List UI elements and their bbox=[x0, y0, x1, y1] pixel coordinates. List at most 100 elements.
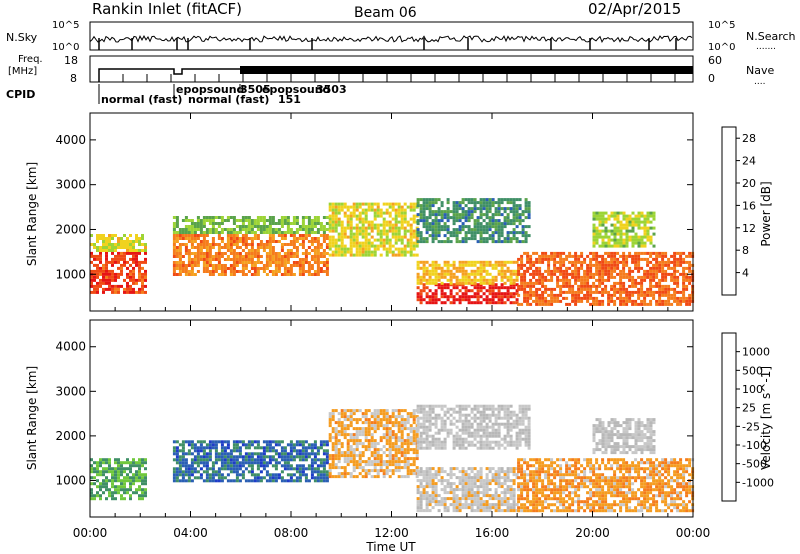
echo-cell bbox=[181, 449, 185, 453]
echo-cell bbox=[376, 463, 380, 467]
echo-cell bbox=[425, 500, 429, 504]
echo-cell bbox=[340, 454, 344, 458]
echo-cell bbox=[265, 243, 269, 246]
echo-cell bbox=[500, 286, 504, 290]
echo-cell bbox=[337, 208, 341, 212]
echo-cell bbox=[416, 479, 420, 483]
echo-cell bbox=[253, 458, 257, 462]
echo-cell bbox=[111, 257, 114, 261]
echo-cell bbox=[464, 286, 468, 290]
echo-cell bbox=[337, 220, 341, 224]
echo-cell bbox=[455, 467, 459, 471]
echo-cell bbox=[325, 270, 329, 273]
echo-cell bbox=[643, 232, 647, 236]
echo-cell bbox=[367, 457, 371, 461]
echo-cell bbox=[622, 257, 626, 261]
echo-cell bbox=[196, 216, 200, 219]
echo-cell bbox=[422, 422, 426, 426]
echo-cell bbox=[416, 213, 420, 217]
echo-cell bbox=[406, 433, 410, 437]
echo-cell bbox=[123, 257, 126, 261]
echo-cell bbox=[446, 286, 450, 290]
echo-cell bbox=[385, 241, 389, 245]
echo-cell bbox=[184, 225, 188, 228]
echo-cell bbox=[132, 278, 135, 282]
echo-cell bbox=[283, 446, 287, 450]
echo-cell bbox=[253, 473, 257, 477]
echo-cell bbox=[253, 264, 257, 267]
echo-cell bbox=[619, 254, 623, 258]
echo-cell bbox=[343, 430, 347, 434]
echo-cell bbox=[250, 219, 254, 222]
echo-cell bbox=[406, 445, 410, 449]
echo-cell bbox=[319, 252, 323, 255]
echo-cell bbox=[271, 228, 275, 231]
echo-cell bbox=[497, 272, 501, 276]
echo-cell bbox=[446, 416, 450, 420]
echo-cell bbox=[211, 476, 215, 480]
echo-cell bbox=[535, 278, 539, 282]
echo-cell bbox=[114, 491, 117, 495]
echo-cell bbox=[214, 458, 218, 462]
echo-cell bbox=[458, 228, 462, 232]
echo-cell bbox=[90, 464, 93, 468]
echo-cell bbox=[622, 211, 626, 215]
echo-cell bbox=[286, 249, 290, 252]
echo-cell bbox=[497, 289, 501, 293]
echo-cell bbox=[376, 247, 380, 251]
echo-cell bbox=[211, 446, 215, 450]
echo-cell bbox=[607, 266, 611, 270]
echo-cell bbox=[431, 234, 435, 238]
echo-cell bbox=[509, 509, 513, 513]
echo-cell bbox=[96, 246, 99, 249]
echo-cell bbox=[301, 449, 305, 453]
echo-cell bbox=[328, 475, 332, 479]
echo-cell bbox=[376, 418, 380, 422]
echo-cell bbox=[205, 476, 209, 480]
echo-cell bbox=[461, 207, 465, 211]
echo-cell bbox=[346, 451, 350, 455]
echo-cell bbox=[485, 488, 489, 492]
echo-cell bbox=[400, 235, 404, 239]
echo-cell bbox=[277, 231, 281, 234]
echo-cell bbox=[331, 430, 335, 434]
echo-cell bbox=[559, 287, 563, 291]
echo-cell bbox=[646, 238, 650, 242]
echo-cell bbox=[500, 491, 504, 495]
echo-cell bbox=[526, 293, 530, 297]
echo-cell bbox=[485, 467, 489, 471]
echo-cell bbox=[428, 407, 432, 411]
echo-cell bbox=[685, 287, 689, 291]
echo-cell bbox=[334, 433, 338, 437]
echo-cell bbox=[274, 449, 278, 453]
echo-cell bbox=[331, 235, 335, 239]
echo-cell bbox=[589, 290, 593, 294]
echo-cell bbox=[370, 451, 374, 455]
echo-cell bbox=[679, 260, 683, 264]
echo-cell bbox=[382, 232, 386, 236]
echo-cell bbox=[388, 202, 392, 206]
echo-cell bbox=[400, 250, 404, 254]
echo-cell bbox=[610, 211, 614, 215]
echo-cell bbox=[102, 249, 105, 252]
echo-cell bbox=[610, 284, 614, 288]
echo-cell bbox=[187, 264, 191, 267]
echo-cell bbox=[99, 281, 102, 285]
echo-cell bbox=[506, 286, 510, 290]
echo-cell bbox=[434, 295, 438, 299]
echo-cell bbox=[331, 442, 335, 446]
echo-cell bbox=[503, 491, 507, 495]
echo-cell bbox=[220, 479, 224, 483]
echo-cell bbox=[491, 467, 495, 471]
echo-cell bbox=[440, 470, 444, 474]
echo-cell bbox=[479, 473, 483, 477]
echo-cell bbox=[259, 479, 263, 483]
echo-cell bbox=[379, 253, 383, 257]
echo-cell bbox=[382, 418, 386, 422]
echo-cell bbox=[244, 455, 248, 459]
echo-cell bbox=[99, 254, 102, 258]
echo-cell bbox=[268, 225, 272, 228]
echo-cell bbox=[376, 412, 380, 416]
echo-cell bbox=[337, 202, 341, 206]
echo-cell bbox=[394, 421, 398, 425]
